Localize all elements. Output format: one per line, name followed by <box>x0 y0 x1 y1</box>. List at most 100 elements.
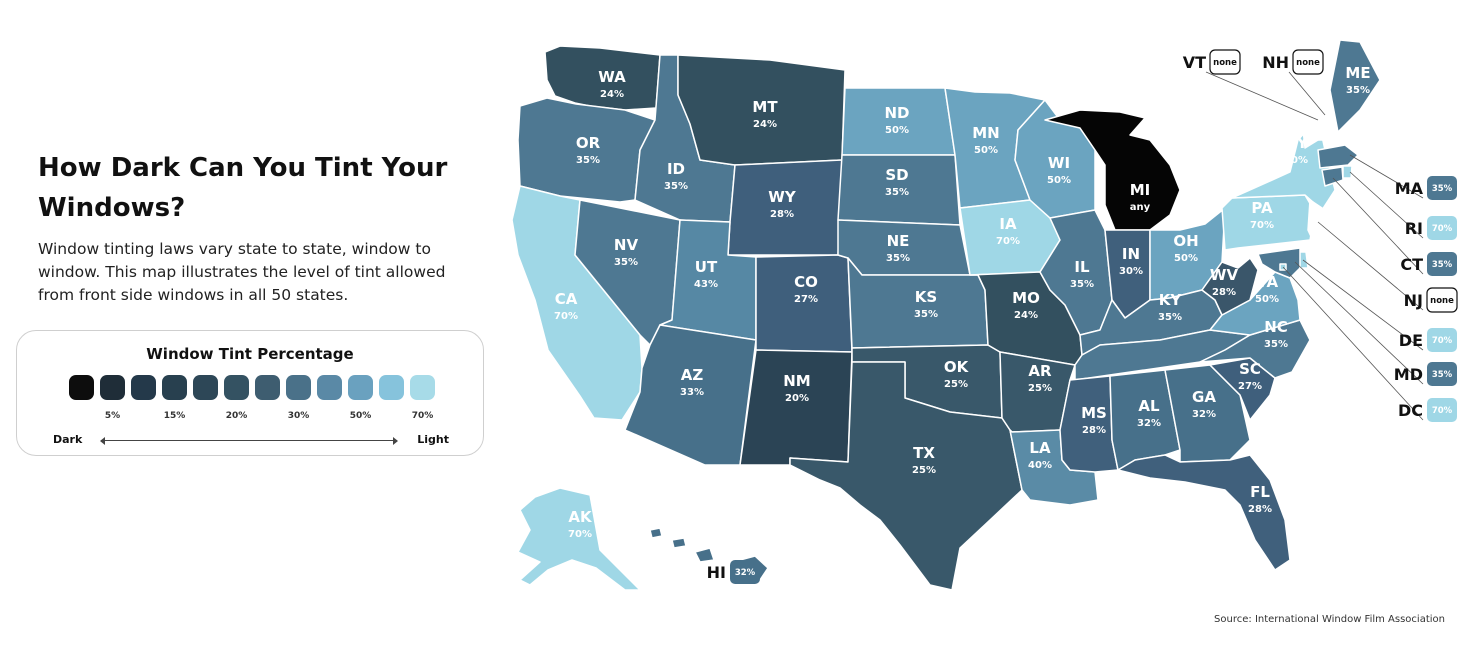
state-ak <box>517 487 641 591</box>
state-az <box>624 324 757 466</box>
state-label-ok: OK <box>944 358 970 376</box>
state-label-nc: NC <box>1264 318 1288 336</box>
callout-abbr-nj: NJ <box>1404 291 1423 310</box>
state-label-ia: IA <box>999 215 1017 233</box>
state-label-wa: WA <box>598 68 626 86</box>
state-label-nv: NV <box>614 236 639 254</box>
state-value-mi: any <box>1130 202 1151 213</box>
callout-abbr-dc: DC <box>1398 401 1423 420</box>
state-hi <box>649 527 769 581</box>
state-value-ny: 70% <box>1284 155 1308 166</box>
state-label-oh: OH <box>1173 232 1198 250</box>
leader-line-nh <box>1288 71 1326 116</box>
leader-line-nj <box>1317 221 1424 311</box>
leader-line-ct <box>1332 177 1424 275</box>
state-label-ny: NY <box>1284 134 1309 152</box>
callout-value-ct: 35% <box>1432 260 1453 270</box>
state-label-la: LA <box>1029 439 1051 457</box>
state-ri <box>1342 165 1353 179</box>
state-label-nm: NM <box>783 372 810 390</box>
state-label-id: ID <box>667 160 685 178</box>
callout-box-vt <box>1209 49 1241 75</box>
state-ms <box>1059 375 1119 473</box>
callout-box-dc <box>1427 398 1457 422</box>
state-value-or: 35% <box>576 155 600 166</box>
callout-abbr-ma: MA <box>1395 179 1424 198</box>
callout-value-hi: 32% <box>735 568 756 578</box>
state-value-mn: 50% <box>974 145 998 156</box>
state-label-mn: MN <box>972 124 999 142</box>
state-label-ak: AK <box>568 508 593 526</box>
state-wv <box>1201 257 1259 316</box>
legend-swatch <box>286 375 311 400</box>
state-label-ne: NE <box>887 232 910 250</box>
state-value-ky: 35% <box>1158 312 1182 323</box>
leader-line-ma <box>1349 154 1424 199</box>
state-tx <box>789 361 1023 591</box>
state-label-mi: MI <box>1130 181 1151 199</box>
legend-swatch <box>193 375 218 400</box>
legend-swatch <box>100 375 125 400</box>
legend-tick-label: 50% <box>349 411 372 421</box>
state-label-co: CO <box>794 273 818 291</box>
state-label-sd: SD <box>885 166 908 184</box>
state-value-wy: 28% <box>770 209 794 220</box>
state-value-tx: 25% <box>912 465 936 476</box>
state-label-az: AZ <box>681 366 704 384</box>
state-label-ks: KS <box>915 288 937 306</box>
state-value-ak: 70% <box>568 529 592 540</box>
state-value-ms: 28% <box>1082 425 1106 436</box>
state-value-me: 35% <box>1346 85 1370 96</box>
page-title: How Dark Can You Tint Your Windows? <box>38 153 448 223</box>
state-label-in: IN <box>1122 245 1140 263</box>
state-label-ga: GA <box>1192 388 1216 406</box>
side-callouts: VT none NH none MA 35% RI 70% CT 35% NJ none DE 70% MD… <box>707 49 1458 584</box>
legend-tick-label: 70% <box>411 411 434 421</box>
state-value-nv: 35% <box>614 257 638 268</box>
legend-swatch <box>162 375 187 400</box>
state-value-fl: 28% <box>1248 504 1272 515</box>
state-value-ne: 35% <box>886 253 910 264</box>
state-value-in: 30% <box>1119 266 1143 277</box>
state-label-al: AL <box>1138 397 1160 415</box>
callout-value-de: 70% <box>1432 336 1453 346</box>
state-labels: WA 24% OR 35% CA 70% ID 35% NV 35% MT 24% WY 28% UT 43%… <box>554 64 1371 540</box>
state-label-mo: MO <box>1012 289 1040 307</box>
callout-box-nh <box>1292 49 1324 75</box>
state-value-id: 35% <box>664 181 688 192</box>
state-label-nd: ND <box>884 104 909 122</box>
state-value-ga: 32% <box>1192 409 1216 420</box>
callout-value-nh: none <box>1296 58 1320 68</box>
state-value-oh: 50% <box>1174 253 1198 264</box>
legend: Window Tint Percentage 5% 15% 20% 30% 50% 70%… <box>16 330 484 456</box>
legend-swatches <box>69 375 435 400</box>
legend-tick-label: 5% <box>104 411 121 421</box>
state-value-mo: 24% <box>1014 310 1038 321</box>
state-label-ut: UT <box>695 258 718 276</box>
callout-value-md: 35% <box>1432 370 1453 380</box>
description: Window tinting laws vary state to state,… <box>38 240 446 304</box>
state-md <box>1257 247 1301 279</box>
legend-ticks: 5% 15% 20% 30% 50% 70% <box>69 411 449 425</box>
callout-value-ma: 35% <box>1432 184 1453 194</box>
legend-swatch <box>224 375 249 400</box>
source-note: Source: International Window Film Associ… <box>1214 614 1445 625</box>
state-value-az: 33% <box>680 387 704 398</box>
state-value-la: 40% <box>1028 460 1052 471</box>
state-value-ar: 25% <box>1028 383 1052 394</box>
leader-lines <box>1205 71 1424 421</box>
state-value-wa: 24% <box>600 89 624 100</box>
legend-light-label: Light <box>417 433 449 446</box>
state-wy <box>727 159 843 256</box>
state-label-sc: SC <box>1239 360 1261 378</box>
state-value-va: 50% <box>1255 294 1279 305</box>
legend-swatch <box>410 375 435 400</box>
legend-tick-label: 30% <box>287 411 310 421</box>
leader-line-de <box>1302 259 1424 351</box>
state-fl <box>1117 454 1291 571</box>
state-value-nm: 20% <box>785 393 809 404</box>
legend-swatch <box>255 375 280 400</box>
state-value-ok: 25% <box>944 379 968 390</box>
callout-box-ct <box>1427 252 1457 276</box>
